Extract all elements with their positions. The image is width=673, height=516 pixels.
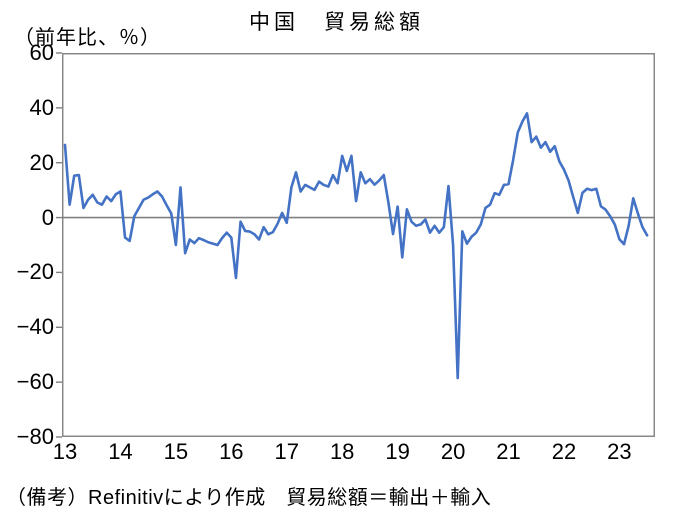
plot-area [56, 52, 655, 438]
y-axis-tick-label: 60 [29, 40, 54, 65]
y-axis-tick-label: −40 [16, 314, 54, 340]
chart-title: 中国 貿易総額 [249, 11, 424, 34]
y-axis-tick-label: 0 [41, 204, 54, 230]
x-axis-tick-label: 19 [385, 439, 410, 464]
x-axis-tick-label: 18 [329, 439, 355, 464]
y-axis-unit-label: （前年比、％） [14, 27, 161, 49]
x-axis-tick-label: 17 [274, 439, 299, 464]
x-axis-tick-label: 20 [440, 439, 466, 464]
x-axis-tick-label: 23 [607, 439, 632, 464]
x-axis-tick-label: 15 [163, 439, 189, 464]
x-axis-tick-label: 16 [219, 439, 244, 464]
y-axis-tick-label: 20 [29, 149, 54, 175]
footnote: （備考）Refinitivにより作成 貿易総額＝輸出＋輸入 [6, 487, 492, 509]
x-axis-tick-label: 14 [108, 439, 133, 464]
y-axis-tick-label: −20 [16, 259, 54, 285]
x-axis-tick-label: 13 [52, 439, 78, 464]
y-axis-tick-label: −60 [16, 369, 54, 395]
x-axis-tick-label: 22 [551, 439, 577, 464]
trade-total-line [63, 112, 649, 380]
y-axis-tick-label: −80 [16, 424, 54, 449]
plot-border [62, 53, 655, 437]
x-axis-tick-label: 21 [496, 439, 521, 464]
y-axis-tick-label: 40 [29, 94, 54, 120]
